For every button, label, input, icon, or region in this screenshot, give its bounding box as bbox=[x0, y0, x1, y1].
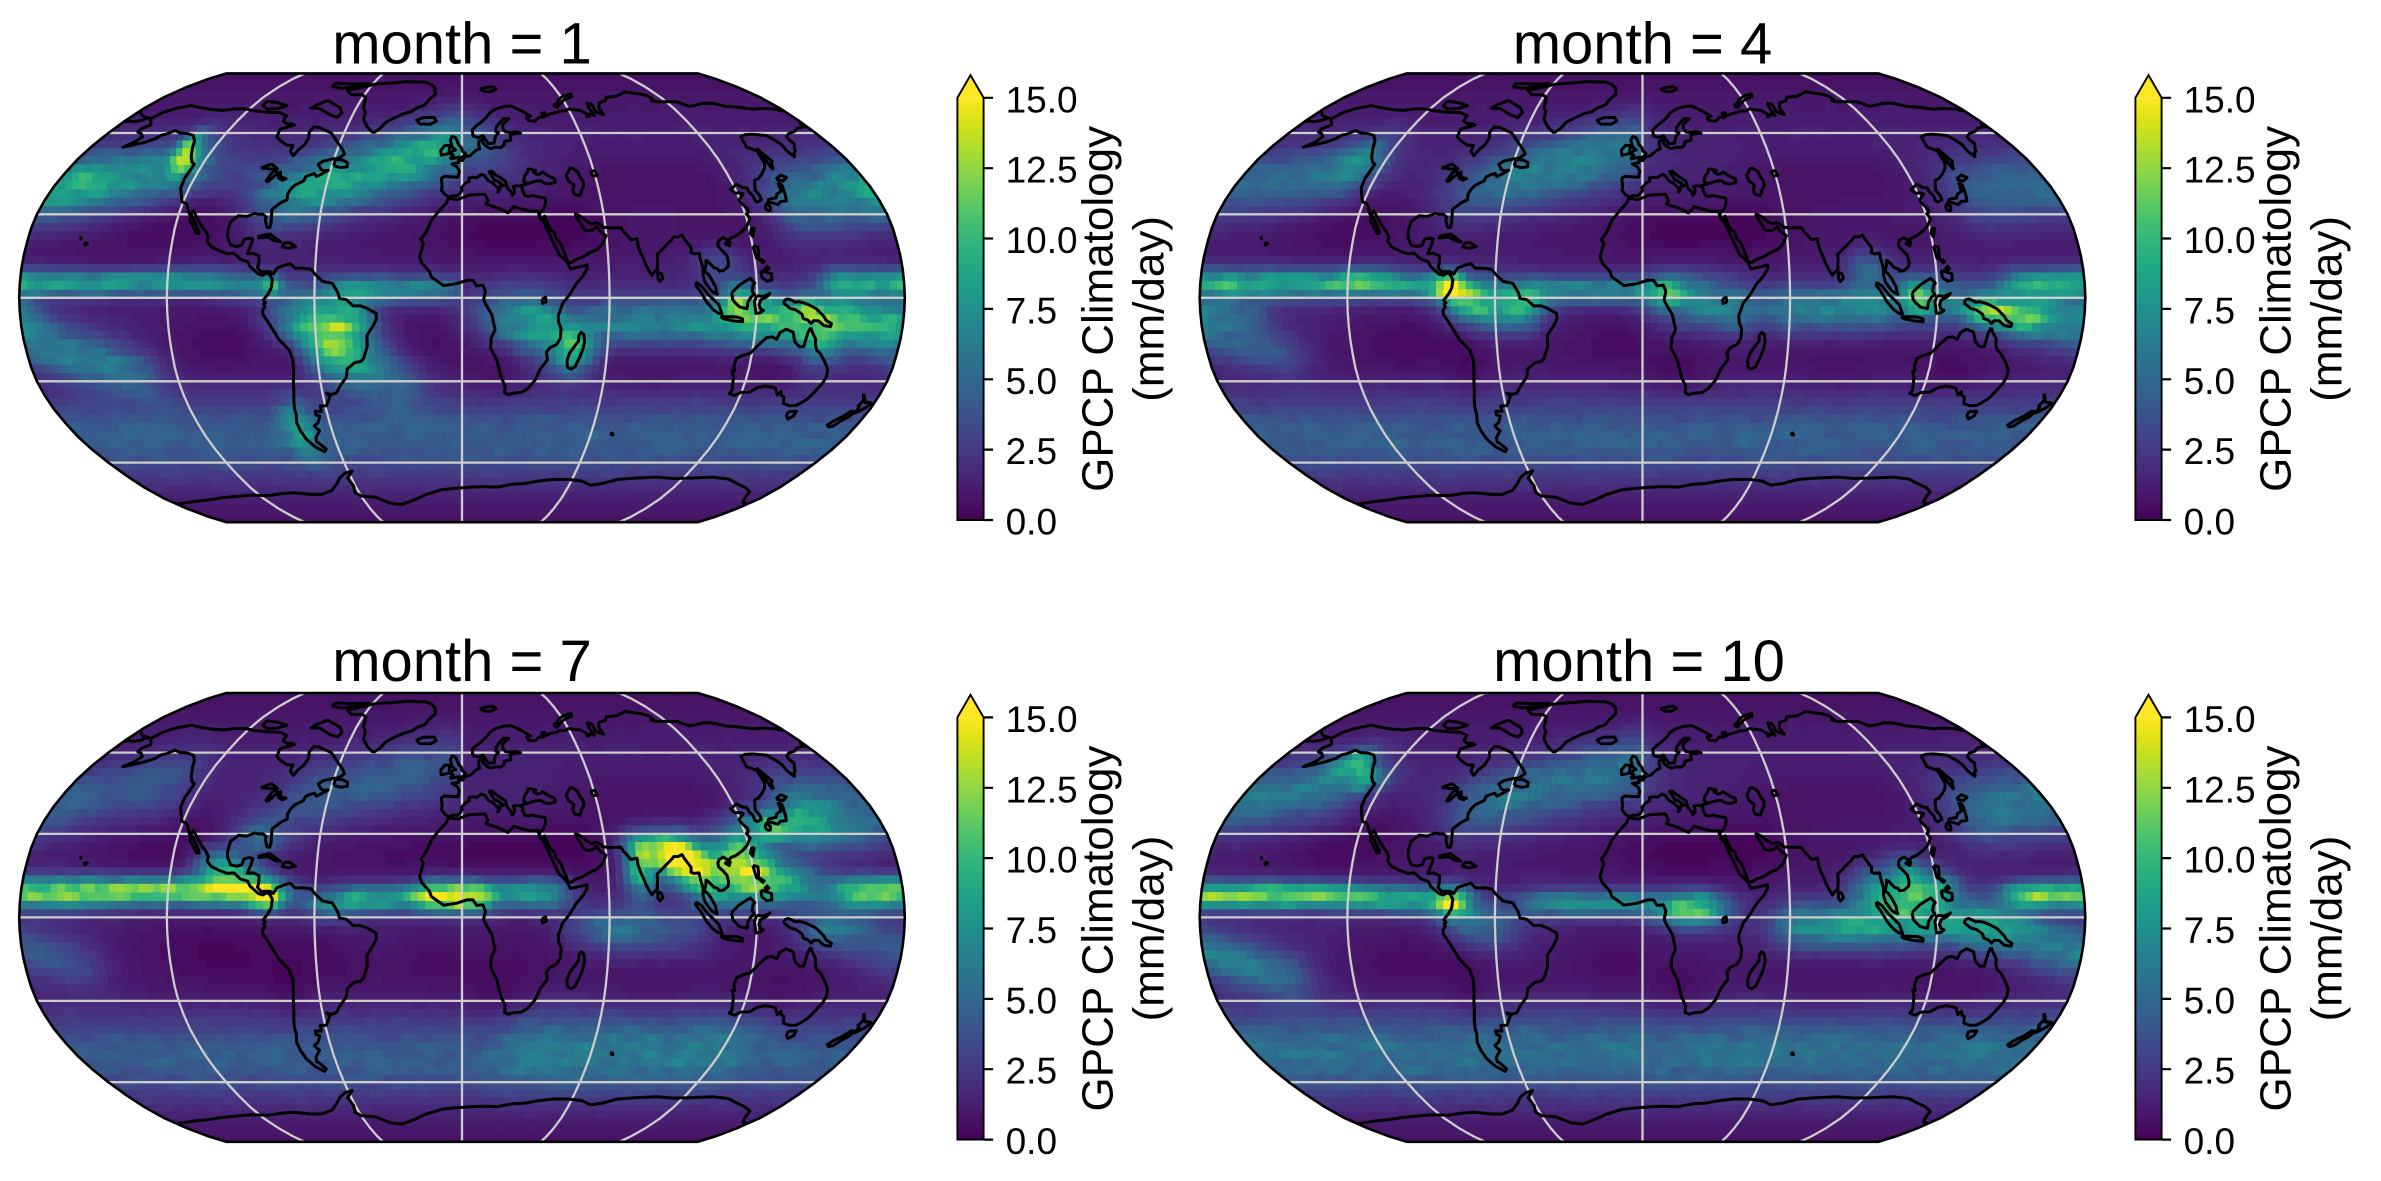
svg-text:2.5: 2.5 bbox=[1006, 1051, 1057, 1092]
svg-text:5.0: 5.0 bbox=[2184, 980, 2235, 1021]
svg-text:2.5: 2.5 bbox=[2184, 1051, 2235, 1092]
svg-text:0.0: 0.0 bbox=[2184, 1121, 2235, 1162]
svg-text:10.0: 10.0 bbox=[1006, 220, 1078, 261]
svg-text:(mm/day): (mm/day) bbox=[1124, 216, 1173, 402]
svg-text:month = 4: month = 4 bbox=[1513, 12, 1773, 77]
svg-text:(mm/day): (mm/day) bbox=[1124, 836, 1173, 1022]
svg-text:(mm/day): (mm/day) bbox=[2302, 836, 2351, 1022]
svg-text:5.0: 5.0 bbox=[2184, 361, 2235, 402]
svg-text:0.0: 0.0 bbox=[1006, 1121, 1057, 1162]
svg-text:0.0: 0.0 bbox=[1006, 502, 1057, 543]
svg-text:15.0: 15.0 bbox=[2184, 79, 2256, 120]
svg-text:15.0: 15.0 bbox=[2184, 699, 2256, 740]
svg-text:7.5: 7.5 bbox=[2184, 910, 2235, 951]
svg-text:GPCP Climatology: GPCP Climatology bbox=[1073, 126, 1122, 492]
svg-text:2.5: 2.5 bbox=[2184, 431, 2235, 472]
svg-text:2.5: 2.5 bbox=[1006, 431, 1057, 472]
svg-text:GPCP Climatology: GPCP Climatology bbox=[1073, 746, 1122, 1112]
svg-text:5.0: 5.0 bbox=[1006, 361, 1057, 402]
svg-text:0.0: 0.0 bbox=[2184, 502, 2235, 543]
svg-text:12.5: 12.5 bbox=[2184, 150, 2256, 191]
svg-text:15.0: 15.0 bbox=[1006, 699, 1078, 740]
svg-text:10.0: 10.0 bbox=[2184, 220, 2256, 261]
svg-text:month = 1: month = 1 bbox=[332, 12, 592, 77]
svg-text:7.5: 7.5 bbox=[1006, 910, 1057, 951]
svg-text:7.5: 7.5 bbox=[1006, 290, 1057, 331]
svg-text:(mm/day): (mm/day) bbox=[2302, 216, 2351, 402]
svg-text:10.0: 10.0 bbox=[2184, 840, 2256, 881]
svg-text:7.5: 7.5 bbox=[2184, 290, 2235, 331]
svg-text:GPCP Climatology: GPCP Climatology bbox=[2251, 126, 2300, 492]
svg-text:month = 10: month = 10 bbox=[1493, 629, 1785, 694]
svg-text:10.0: 10.0 bbox=[1006, 840, 1078, 881]
svg-text:12.5: 12.5 bbox=[1006, 769, 1078, 810]
svg-text:month = 7: month = 7 bbox=[332, 629, 592, 694]
svg-text:12.5: 12.5 bbox=[2184, 769, 2256, 810]
svg-text:12.5: 12.5 bbox=[1006, 150, 1078, 191]
svg-text:5.0: 5.0 bbox=[1006, 980, 1057, 1021]
svg-text:GPCP Climatology: GPCP Climatology bbox=[2251, 746, 2300, 1112]
svg-text:15.0: 15.0 bbox=[1006, 79, 1078, 120]
